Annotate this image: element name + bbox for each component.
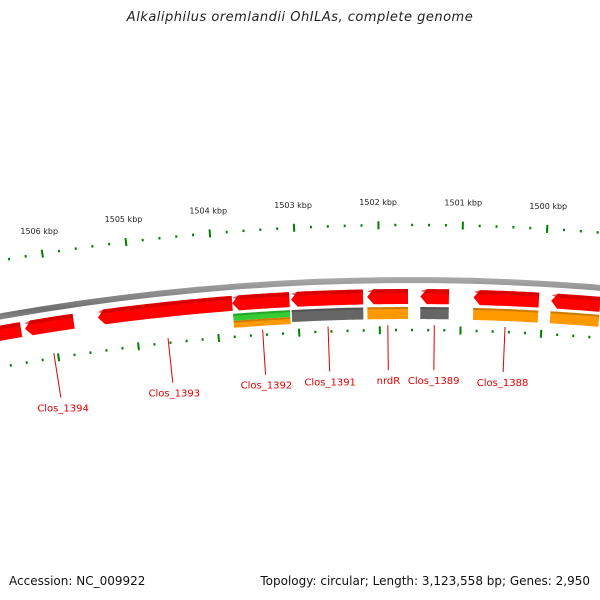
orange-track bbox=[549, 311, 600, 327]
gene-features bbox=[0, 289, 600, 341]
gene-label: Clos_1391 bbox=[304, 377, 356, 388]
tick-label: 1505 kbp bbox=[105, 215, 143, 224]
orange-track bbox=[472, 307, 539, 323]
gene-label: Clos_1388 bbox=[477, 378, 529, 389]
accession-text: Accession: NC_009922 bbox=[9, 574, 146, 588]
orange-track bbox=[233, 317, 291, 328]
tick-label: 1501 kbp bbox=[444, 199, 482, 208]
track-shade bbox=[473, 307, 539, 313]
major-tick bbox=[217, 334, 221, 343]
tick-label: 1503 kbp bbox=[274, 201, 312, 210]
tick-label: 1502 kbp bbox=[359, 198, 397, 207]
cds-shade bbox=[97, 295, 232, 314]
gene-unnamed bbox=[549, 293, 600, 327]
gene-Clos_1388 bbox=[472, 290, 540, 323]
cds-shade bbox=[473, 290, 540, 297]
gene-nrdR bbox=[367, 289, 408, 320]
cds-shade bbox=[231, 292, 290, 300]
map-title: Alkaliphilus oremlandii OhILAs, complete… bbox=[126, 10, 474, 25]
gene-label: Clos_1392 bbox=[241, 381, 293, 392]
track-shade bbox=[291, 307, 364, 313]
track-shade bbox=[233, 310, 290, 316]
backbone-arc bbox=[0, 277, 600, 320]
gene-Clos_1389 bbox=[420, 289, 450, 320]
gene-Clos_1392 bbox=[231, 292, 291, 328]
gene-label: Clos_1389 bbox=[408, 376, 460, 387]
cds-shade bbox=[420, 289, 450, 294]
orange-track bbox=[367, 307, 408, 320]
tick-label: 1504 kbp bbox=[189, 207, 227, 216]
cds-shade bbox=[367, 289, 408, 294]
major-tick bbox=[40, 249, 44, 258]
cds-shade bbox=[0, 322, 21, 330]
track-shade bbox=[367, 307, 408, 310]
label-leader bbox=[327, 326, 331, 372]
cds-shade bbox=[24, 313, 74, 325]
gray-track bbox=[420, 307, 449, 320]
major-tick bbox=[208, 229, 212, 238]
tick-label: 1506 kbp bbox=[20, 227, 58, 236]
outer-ruler: 1506 kbp 1505 kbp 1504 kbp 1503 kbp 1502 kbp… bbox=[7, 198, 599, 261]
major-tick bbox=[56, 353, 61, 362]
topology-text: Topology: circular; Length: 3,123,558 bp… bbox=[260, 574, 590, 588]
gray-track bbox=[291, 307, 364, 322]
gene-label: nrdR bbox=[377, 376, 401, 387]
cds-shade bbox=[551, 293, 600, 301]
gene-Clos_1394 bbox=[24, 313, 75, 336]
inner-ruler bbox=[9, 326, 591, 367]
cds-shade bbox=[290, 289, 363, 296]
gene-unnamed bbox=[0, 322, 23, 341]
label-leader bbox=[53, 352, 62, 398]
genome-backbone bbox=[0, 277, 600, 320]
track-shade bbox=[233, 317, 291, 323]
gene-label: Clos_1393 bbox=[149, 389, 201, 400]
cds-arrow bbox=[97, 295, 233, 325]
track-shade bbox=[550, 311, 600, 317]
tick-label: 1500 kbp bbox=[529, 202, 567, 211]
label-leader bbox=[167, 337, 174, 383]
label-leader bbox=[502, 326, 506, 372]
track-shade bbox=[420, 307, 449, 310]
gene-labels: Clos_1394 Clos_1393 Clos_1392 Clos_1391 nrdR… bbox=[37, 325, 528, 414]
green-track bbox=[233, 310, 291, 321]
gene-label: Clos_1394 bbox=[37, 403, 89, 414]
major-tick bbox=[137, 342, 140, 351]
gene-Clos_1391 bbox=[290, 289, 364, 322]
gene-Clos_1393 bbox=[97, 295, 233, 325]
major-tick bbox=[124, 237, 128, 247]
label-leader bbox=[262, 329, 267, 375]
